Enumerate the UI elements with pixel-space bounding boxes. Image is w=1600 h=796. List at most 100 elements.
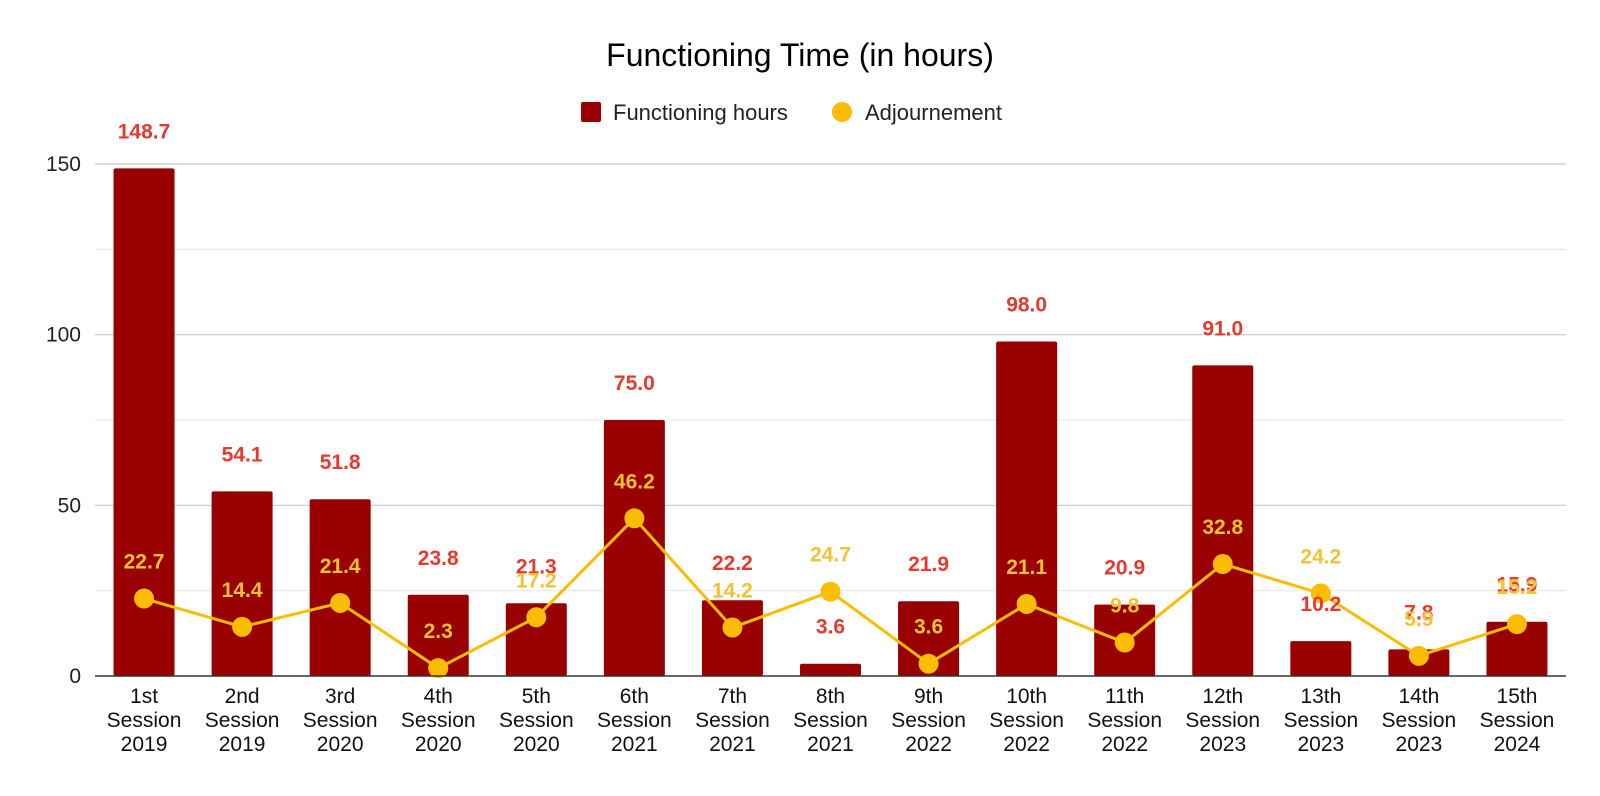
x-tick-label-part: 4th [424,685,453,708]
x-tick-label-part: Session [793,709,868,732]
x-tick-label-part: 2023 [1396,733,1443,756]
data-label-functioning-hours: 21.3 [516,555,557,578]
x-tick-label: 13th Session 2023 [1283,685,1358,756]
x-tick-label-part: Session [989,709,1064,732]
x-tick-label-part: Session [597,709,672,732]
x-tick-label: 9th Session 2022 [891,685,966,756]
x-tick-label-part: 2022 [1101,733,1148,756]
data-label-adjournement: 2.3 [424,620,453,643]
x-tick-label-part: 2019 [219,733,266,756]
y-tick-label: 0 [69,665,81,688]
y-tick-label: 50 [58,494,81,517]
x-tick-label-part: 14th [1398,685,1439,708]
data-label-adjournement: 21.1 [1006,556,1047,579]
line-series [134,508,1527,679]
x-tick-label-part: 6th [620,685,649,708]
data-label-functioning-hours: 23.8 [418,547,459,570]
x-tick-label-part: 11th [1105,685,1144,708]
data-label-adjournement: 17.2 [516,569,557,592]
x-tick-label-part: 2021 [807,733,854,756]
bar-functioning-hours [407,594,469,676]
bar-functioning-hours [701,600,763,676]
data-label-adjournement: 15.2 [1497,576,1538,599]
x-tick-label-part: 5th [522,685,551,708]
x-tick-label: 10th Session 2022 [989,685,1064,756]
x-tick-label-part: 10th [1006,685,1047,708]
x-tick-label-part: 3rd [325,685,355,708]
x-tick-label-part: 1st [130,685,158,708]
x-tick-label-part: 9th [914,685,943,708]
x-tick-label-part: Session [1185,709,1260,732]
x-tick-label-part: 2023 [1199,733,1246,756]
x-tick-label-part: 2022 [905,733,952,756]
bar-functioning-hours [800,663,861,676]
data-labels: 148.7 54.1 51.8 23.8 21.3 75.0 22.2 3.6 21.9 98.0… [118,120,1538,643]
chart-title: Functioning Time (in hours) [606,37,994,73]
x-tick-label: 5th Session 2020 [499,685,574,756]
x-tick-label: 1st Session 2019 [107,685,182,756]
point-adjournement [1506,614,1527,635]
x-tick-label-part: 2022 [1003,733,1050,756]
data-label-adjournement: 3.6 [914,616,943,639]
data-label-adjournement: 46.2 [614,470,655,493]
data-label-adjournement: 5.9 [1404,608,1433,631]
point-adjournement [134,588,155,609]
bar-functioning-hours [211,491,273,676]
data-label-functioning-hours: 21.9 [908,553,949,576]
data-label-adjournement: 14.4 [222,579,263,602]
data-label-adjournement: 22.7 [124,551,165,574]
x-tick-label-part: Session [401,709,476,732]
data-label-functioning-hours: 10.2 [1300,593,1341,616]
x-tick-label: 12th Session 2023 [1185,685,1260,756]
x-tick-label-part: 15th [1497,685,1538,708]
data-label-functioning-hours: 7.8 [1404,601,1434,624]
point-adjournement [624,508,645,529]
x-tick-label-part: Session [1382,709,1457,732]
data-label-adjournement: 32.8 [1202,516,1243,539]
point-adjournement [330,592,351,613]
point-adjournement [1408,645,1429,666]
x-tick-label-part: 13th [1300,685,1341,708]
legend-swatch-adjournement [832,102,852,122]
x-tick-label-part: 2019 [121,733,168,756]
bar-functioning-hours [309,499,371,676]
data-label-functioning-hours: 54.1 [222,443,263,466]
data-label-adjournement: 24.2 [1300,545,1341,568]
bar-functioning-hours [1290,641,1352,676]
x-tick-label-part: Session [695,709,770,732]
x-tick-label: 8th Session 2021 [793,685,868,756]
x-tick-label: 15th Session 2024 [1480,685,1555,756]
x-tick-label-part: 2020 [415,733,462,756]
x-tick-label-part: Session [499,709,574,732]
data-label-functioning-hours: 148.7 [118,120,171,143]
x-tick-label-part: Session [1087,709,1162,732]
x-tick-label-part: 12th [1202,685,1243,708]
point-adjournement [918,653,939,674]
x-tick-label: 3rd Session 2020 [303,685,378,756]
point-adjournement [1212,554,1233,575]
y-tick-label: 150 [46,153,81,176]
data-label-functioning-hours: 3.6 [816,616,845,639]
point-adjournement [1016,593,1037,614]
legend: Functioning hours Adjournement [581,100,1002,125]
x-tick-label: 6th Session 2021 [597,685,672,756]
x-tick-label: 2nd Session 2019 [205,685,280,756]
point-adjournement [232,616,253,637]
x-tick-label: 7th Session 2021 [695,685,770,756]
x-tick-label-part: Session [891,709,966,732]
data-label-adjournement: 24.7 [810,544,851,567]
x-tick-label: 11th Session 2022 [1087,685,1162,756]
legend-swatch-functioning-hours [581,102,601,122]
bar-functioning-hours [996,341,1058,676]
x-tick-label-part: 8th [816,685,845,708]
point-adjournement [526,607,547,628]
x-tick-label: 4th Session 2020 [401,685,476,756]
point-adjournement [820,581,841,602]
point-adjournement [1114,632,1135,653]
data-label-adjournement: 9.8 [1110,595,1140,618]
data-label-functioning-hours: 20.9 [1104,557,1145,580]
x-tick-label-part: 2021 [611,733,658,756]
data-label-functioning-hours: 22.2 [712,552,753,575]
